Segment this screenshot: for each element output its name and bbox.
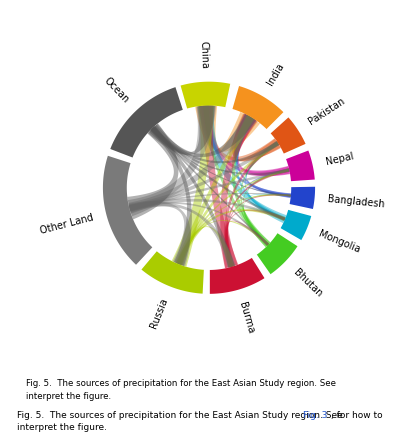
Polygon shape: [246, 141, 290, 176]
Text: Bangladesh: Bangladesh: [327, 194, 385, 210]
Polygon shape: [149, 114, 256, 157]
Polygon shape: [220, 114, 257, 268]
Polygon shape: [270, 117, 306, 154]
Text: Fig. 5.  The sources of precipitation for the East Asian Study region. See: Fig. 5. The sources of precipitation for…: [26, 379, 339, 388]
Text: Mongolia: Mongolia: [317, 229, 362, 255]
Polygon shape: [177, 169, 290, 265]
Text: Fig. 3: Fig. 3: [303, 411, 328, 420]
Text: Bhutan: Bhutan: [291, 267, 324, 299]
Text: Fig. 5.  The sources of precipitation for the East Asian Study region. See: Fig. 5. The sources of precipitation for…: [17, 411, 345, 420]
Polygon shape: [129, 202, 269, 246]
Text: India: India: [265, 62, 286, 87]
Polygon shape: [199, 106, 238, 268]
Polygon shape: [141, 251, 205, 294]
Polygon shape: [240, 142, 279, 246]
Text: Russia: Russia: [149, 297, 170, 330]
Polygon shape: [203, 106, 291, 198]
Polygon shape: [178, 194, 291, 265]
Polygon shape: [209, 257, 265, 294]
Polygon shape: [248, 194, 291, 220]
Text: interpret the figure.: interpret the figure.: [26, 392, 111, 401]
Polygon shape: [225, 210, 285, 267]
Polygon shape: [245, 142, 285, 220]
Polygon shape: [150, 126, 285, 221]
Polygon shape: [151, 127, 269, 246]
Polygon shape: [242, 169, 290, 246]
Polygon shape: [129, 202, 236, 268]
Text: Ocean: Ocean: [102, 75, 130, 104]
Polygon shape: [195, 106, 260, 152]
Polygon shape: [148, 106, 215, 155]
Polygon shape: [225, 168, 290, 267]
Polygon shape: [128, 114, 257, 214]
Polygon shape: [103, 155, 153, 265]
Polygon shape: [198, 106, 286, 223]
Polygon shape: [203, 106, 270, 247]
Polygon shape: [177, 226, 234, 267]
Polygon shape: [289, 186, 315, 210]
Polygon shape: [235, 115, 291, 198]
Text: Pakistan: Pakistan: [306, 96, 347, 127]
Text: , for how to: , for how to: [331, 411, 383, 420]
Text: Nepal: Nepal: [324, 151, 354, 167]
Polygon shape: [280, 209, 311, 241]
Polygon shape: [127, 123, 178, 219]
Text: interpret the figure.: interpret the figure.: [17, 423, 107, 432]
Polygon shape: [232, 86, 284, 130]
Polygon shape: [129, 168, 290, 211]
Polygon shape: [150, 126, 235, 268]
Polygon shape: [175, 115, 254, 266]
Polygon shape: [178, 220, 269, 265]
Polygon shape: [151, 127, 290, 175]
Polygon shape: [224, 141, 279, 267]
Polygon shape: [286, 150, 315, 182]
Polygon shape: [232, 115, 270, 247]
Polygon shape: [225, 221, 269, 267]
Polygon shape: [128, 201, 191, 267]
Polygon shape: [256, 232, 298, 275]
Polygon shape: [110, 87, 184, 158]
Polygon shape: [172, 106, 214, 267]
Polygon shape: [128, 106, 216, 216]
Polygon shape: [150, 126, 279, 163]
Polygon shape: [232, 113, 280, 162]
Polygon shape: [199, 106, 281, 161]
Text: Burma: Burma: [237, 301, 256, 335]
Text: Other Land: Other Land: [39, 213, 95, 236]
Polygon shape: [151, 127, 291, 196]
Polygon shape: [129, 199, 285, 221]
Polygon shape: [248, 169, 290, 220]
Polygon shape: [180, 82, 231, 109]
Polygon shape: [243, 194, 291, 246]
Polygon shape: [246, 142, 291, 197]
Polygon shape: [150, 126, 192, 266]
Polygon shape: [129, 141, 279, 212]
Polygon shape: [234, 114, 290, 176]
Polygon shape: [250, 169, 291, 197]
Polygon shape: [226, 194, 291, 267]
Polygon shape: [234, 115, 286, 222]
Polygon shape: [129, 193, 291, 210]
Text: China: China: [199, 40, 210, 69]
Polygon shape: [242, 208, 285, 246]
Polygon shape: [176, 141, 279, 265]
Polygon shape: [201, 106, 290, 176]
Polygon shape: [176, 209, 285, 265]
